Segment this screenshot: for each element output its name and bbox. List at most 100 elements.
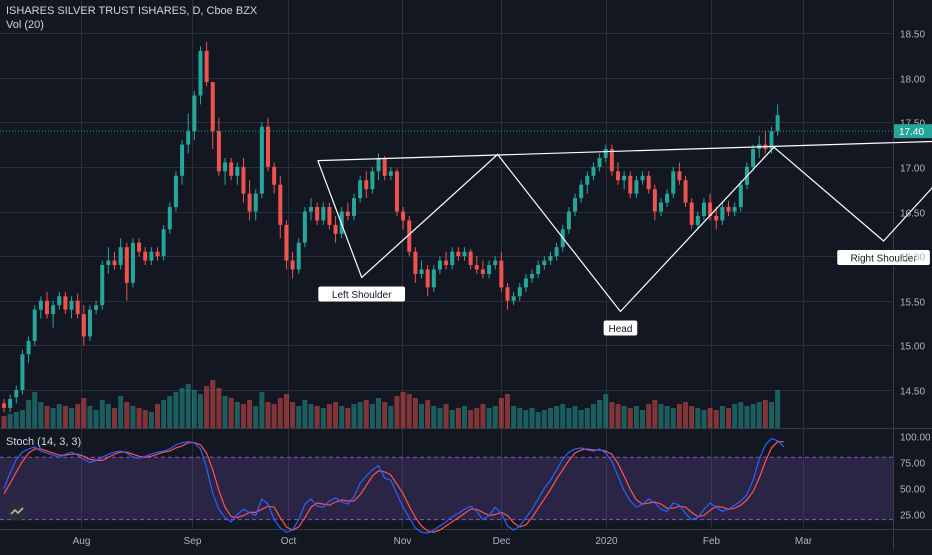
candle-body xyxy=(333,224,338,234)
candle-body xyxy=(425,269,430,288)
candle-body xyxy=(437,260,442,270)
candle-layer xyxy=(2,41,780,413)
candle-body xyxy=(695,215,700,225)
volume-bar xyxy=(112,408,118,428)
candle-body xyxy=(241,166,246,194)
volume-bar xyxy=(179,388,185,428)
candle-body xyxy=(124,247,129,283)
volume-bar xyxy=(443,404,449,428)
volume-bar xyxy=(492,406,498,428)
candle-body xyxy=(523,278,528,288)
candle-body xyxy=(714,215,719,221)
volume-bar xyxy=(290,402,296,428)
candle-body xyxy=(530,273,535,279)
volume-bar xyxy=(633,406,639,428)
candle-body xyxy=(112,260,117,266)
stoch-tick-label: 100.00 xyxy=(900,433,931,444)
volume-bar xyxy=(462,406,467,428)
volume-bar xyxy=(627,408,633,428)
price-tick-label: 17.00 xyxy=(900,164,925,175)
candle-body xyxy=(622,175,627,181)
pattern-zigzag xyxy=(317,146,932,313)
annotation-label: Right Shoulder xyxy=(851,253,918,264)
candle-body xyxy=(8,398,13,408)
stoch-tick-label: 75.00 xyxy=(900,458,925,469)
volume-bar xyxy=(584,408,590,428)
last-price-tag xyxy=(894,124,932,139)
candle-body xyxy=(708,202,713,216)
candle-body xyxy=(137,242,142,252)
candle-body xyxy=(284,224,289,261)
symbol-title[interactable]: ISHARES SILVER TRUST ISHARES, D, Cboe BZ… xyxy=(6,5,258,17)
candle-body xyxy=(192,95,197,132)
volume-bar xyxy=(13,412,19,428)
volume-bar xyxy=(769,402,774,428)
candle-body xyxy=(278,184,283,225)
volume-bar xyxy=(756,402,762,428)
candle-body xyxy=(683,180,688,203)
candle-body xyxy=(407,220,412,252)
volume-bar xyxy=(707,408,713,428)
volume-bar xyxy=(541,410,547,428)
volume-indicator-label[interactable]: Vol (20) xyxy=(6,19,44,31)
price-tick-label: 18.50 xyxy=(900,30,925,41)
volume-bar xyxy=(99,400,105,428)
volume-bar xyxy=(419,404,425,428)
stochastic-indicator-label[interactable]: Stoch (14, 3, 3) xyxy=(6,436,82,448)
candle-body xyxy=(450,251,455,266)
candle-body xyxy=(480,269,485,274)
candle-body xyxy=(640,175,645,181)
candle-body xyxy=(505,287,510,301)
candle-body xyxy=(309,207,313,212)
candle-body xyxy=(321,207,326,221)
volume-bar xyxy=(210,380,216,428)
candle-body xyxy=(173,175,178,208)
volume-bar xyxy=(271,404,277,428)
candle-body xyxy=(646,175,651,190)
annotation-box xyxy=(318,286,406,302)
candle-body xyxy=(100,265,105,306)
tradingview-logo-icon[interactable] xyxy=(8,503,26,521)
candle-body xyxy=(468,251,473,266)
candle-body xyxy=(726,207,731,212)
volume-bar xyxy=(75,404,81,428)
candle-body xyxy=(161,229,166,257)
candle-body xyxy=(493,260,498,266)
volume-bar xyxy=(161,400,167,428)
candle-body xyxy=(658,202,663,212)
volume-bar xyxy=(732,404,738,428)
candle-body xyxy=(247,193,252,212)
volume-bar xyxy=(50,408,56,428)
candle-body xyxy=(345,211,350,216)
volume-bar xyxy=(265,402,271,428)
volume-bar xyxy=(775,390,781,428)
volume-bar xyxy=(609,402,615,428)
volume-bar xyxy=(437,408,443,428)
candle-body xyxy=(597,157,602,167)
volume-bar xyxy=(762,400,768,428)
candle-body xyxy=(272,166,277,185)
candle-body xyxy=(20,354,25,390)
candle-body xyxy=(444,260,449,266)
volume-bar xyxy=(38,402,44,428)
volume-bar xyxy=(155,404,160,428)
volume-bar xyxy=(136,408,142,428)
volume-bar xyxy=(726,408,732,428)
volume-bar xyxy=(81,398,87,428)
volume-bar xyxy=(480,404,486,428)
candle-body xyxy=(75,300,80,315)
volume-bar xyxy=(234,402,240,428)
candle-body xyxy=(57,296,62,306)
candle-body xyxy=(155,251,160,257)
candle-body xyxy=(732,207,737,212)
stoch-tick-label: 50.00 xyxy=(900,484,925,495)
candle-body xyxy=(419,269,424,274)
stoch-tick-label: 25.00 xyxy=(900,510,925,521)
candle-body xyxy=(542,260,547,266)
candle-body xyxy=(51,305,56,315)
candle-body xyxy=(216,131,221,172)
volume-bar xyxy=(744,406,750,428)
volume-bar xyxy=(498,398,504,428)
